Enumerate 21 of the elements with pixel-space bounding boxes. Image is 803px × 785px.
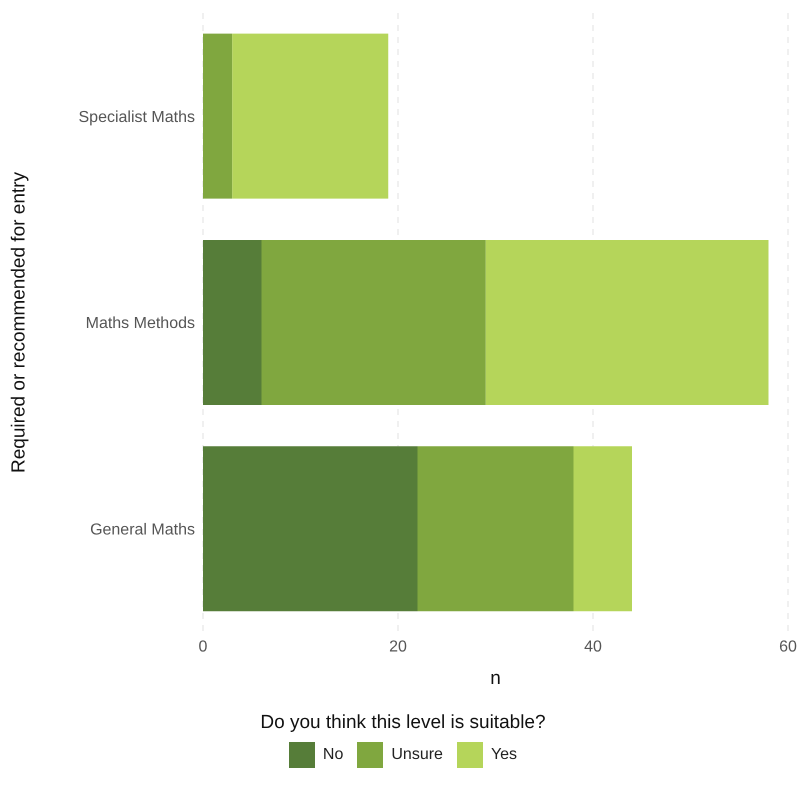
x-axis-title: n: [490, 668, 501, 689]
bar: [232, 34, 388, 199]
y-tick-label: Maths Methods: [86, 315, 195, 332]
legend-title: Do you think this level is suitable?: [259, 712, 547, 734]
bar: [203, 240, 262, 405]
y-axis-title: Required or recommended for entry: [8, 172, 30, 473]
bar: [203, 34, 232, 199]
legend-label: Yes: [490, 745, 518, 765]
y-tick-label: Specialist Maths: [78, 108, 195, 126]
bar: [203, 446, 418, 612]
x-tick-label: 20: [389, 638, 407, 656]
x-tick-label: 0: [198, 638, 208, 656]
bar: [574, 446, 632, 612]
legend-label: Unsure: [390, 745, 443, 765]
y-tick-label: General Maths: [90, 522, 195, 539]
x-tick-label: 40: [584, 638, 602, 656]
bar: [418, 446, 574, 612]
bar: [486, 240, 768, 405]
x-tick-label: 60: [779, 638, 797, 656]
bar: [262, 240, 486, 405]
legend-label: No: [322, 745, 344, 765]
